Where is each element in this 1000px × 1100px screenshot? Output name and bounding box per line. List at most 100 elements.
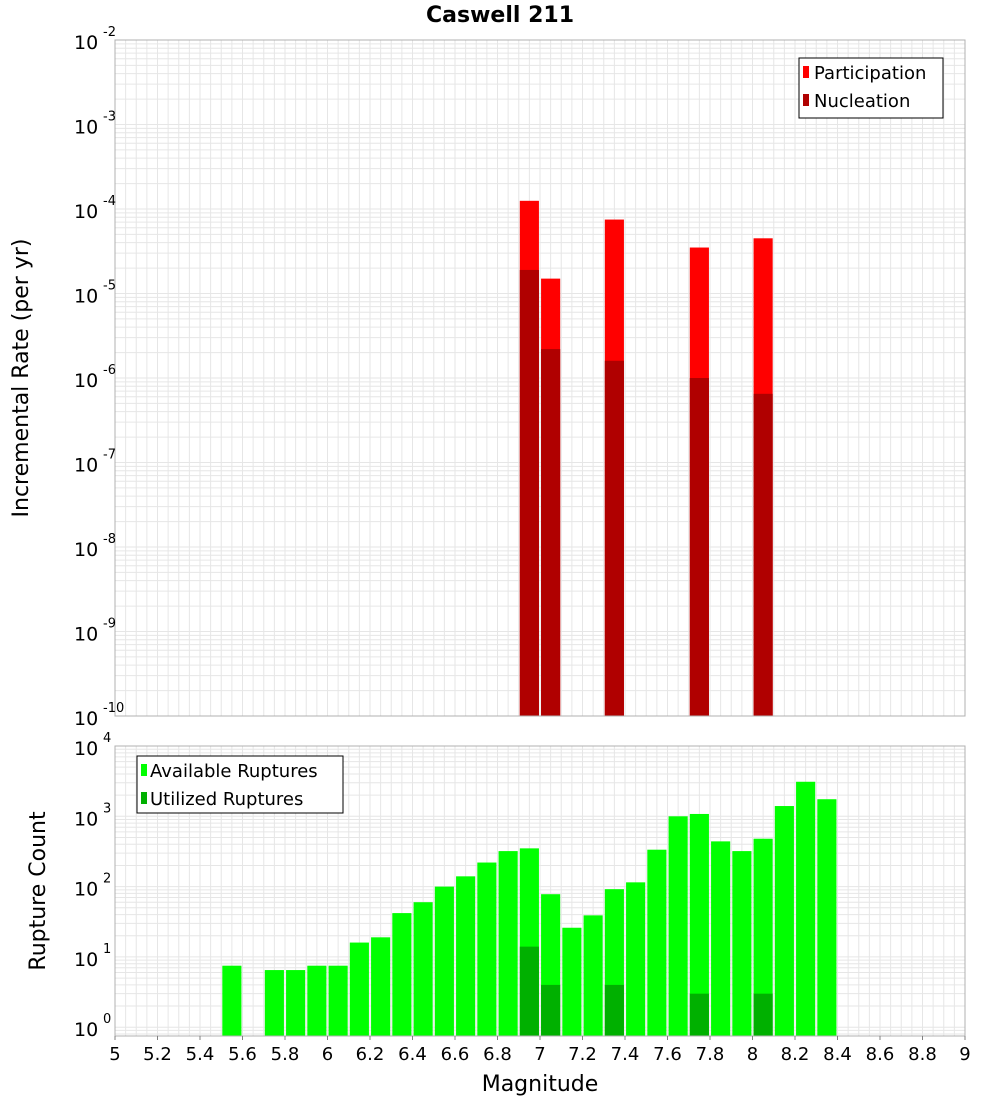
rate-plot-frame xyxy=(114,39,966,717)
x-tick-label: 5.6 xyxy=(228,1044,257,1065)
available-bars xyxy=(222,781,837,1036)
nucleation-bar xyxy=(604,360,624,716)
rate-y-tick-base: 10 xyxy=(74,370,98,392)
available-bar xyxy=(264,970,284,1036)
available-legend-label: Available Ruptures xyxy=(150,761,318,782)
available-swatch xyxy=(141,764,147,776)
x-tick-label: 8.2 xyxy=(781,1044,810,1065)
count-legend-box xyxy=(136,755,344,814)
available-bar xyxy=(711,841,731,1036)
count-y-axis-label: Rupture Count xyxy=(26,811,51,971)
x-tick-label: 5.2 xyxy=(143,1044,172,1065)
rate-y-tick-exponent: -6 xyxy=(103,363,116,378)
count-y-tick-base: 10 xyxy=(74,738,98,760)
available-bar xyxy=(456,876,476,1036)
available-bar xyxy=(562,927,582,1036)
available-bar xyxy=(668,816,688,1036)
x-tick-label: 5 xyxy=(109,1044,120,1065)
available-bar xyxy=(434,886,454,1036)
chart-title: Caswell 211 xyxy=(426,3,574,28)
available-bar xyxy=(753,838,773,1036)
rate-y-tick-exponent: -2 xyxy=(103,25,116,40)
rate-y-tick-exponent: -9 xyxy=(103,617,116,632)
count-panel: 10 0 10 1 10 2 10 3 10 4 5 5.2 5.4 5.6 5.8 6 6.2 6.4 6.6 6… xyxy=(26,731,971,1097)
rate-y-tick-base: 10 xyxy=(74,32,98,54)
count-legend: Available Ruptures Utilized Ruptures xyxy=(136,755,344,814)
x-tick-label: 5.8 xyxy=(271,1044,300,1065)
available-bar xyxy=(732,851,752,1036)
rate-y-tick-exponent: -4 xyxy=(103,194,116,209)
x-tick-label: 6.2 xyxy=(356,1044,385,1065)
rate-legend: Participation Nucleation xyxy=(798,57,944,119)
count-y-ticks: 10 0 10 1 10 2 10 3 10 4 xyxy=(74,731,111,1041)
utilized-bar xyxy=(689,993,709,1036)
nucleation-bar xyxy=(519,269,539,716)
x-tick-label: 7.2 xyxy=(568,1044,597,1065)
rate-y-tick-base: 10 xyxy=(74,201,98,223)
available-bar xyxy=(307,965,327,1036)
x-tick-label: 7.8 xyxy=(696,1044,725,1065)
available-bar xyxy=(349,942,369,1036)
rate-y-tick-base: 10 xyxy=(74,117,98,139)
utilized-swatch xyxy=(141,792,147,804)
available-bar xyxy=(689,813,709,1036)
count-y-tick-base: 10 xyxy=(74,1019,98,1041)
x-tick-label: 8.8 xyxy=(908,1044,937,1065)
nucleation-swatch xyxy=(803,94,809,106)
nucleation-bars xyxy=(519,269,773,716)
available-bar xyxy=(392,913,412,1036)
count-y-tick-base: 10 xyxy=(74,949,98,971)
rate-legend-box xyxy=(798,57,944,119)
count-y-tick-exponent: 4 xyxy=(103,731,111,746)
nucleation-bar xyxy=(753,393,773,716)
count-y-tick-exponent: 1 xyxy=(103,942,111,957)
x-tick-label: 7.4 xyxy=(611,1044,640,1065)
available-bar xyxy=(626,882,646,1036)
rate-y-tick-exponent: -10 xyxy=(103,701,124,716)
rate-y-tick-base: 10 xyxy=(74,708,98,730)
participation-legend-label: Participation xyxy=(814,63,926,84)
available-bar xyxy=(796,781,816,1036)
available-bar xyxy=(222,965,242,1036)
nucleation-legend-label: Nucleation xyxy=(814,91,910,112)
available-bar xyxy=(647,849,667,1036)
rate-y-tick-base: 10 xyxy=(74,455,98,477)
x-tick-label: 6.8 xyxy=(483,1044,512,1065)
x-tick-label: 6.6 xyxy=(441,1044,470,1065)
x-axis-label: Magnitude xyxy=(482,1072,599,1097)
rate-y-axis-label: Incremental Rate (per yr) xyxy=(9,239,34,518)
rate-y-tick-base: 10 xyxy=(74,624,98,646)
available-bar xyxy=(774,806,794,1036)
utilized-bars xyxy=(519,946,773,1036)
x-tick-label: 7.6 xyxy=(653,1044,682,1065)
utilized-bar xyxy=(604,984,624,1036)
rate-y-ticks: 10 -10 10 -9 10 -8 10 -7 10 -6 10 -5 10 -4 10 -3 10 -2 xyxy=(74,25,124,730)
participation-swatch xyxy=(803,66,809,78)
rate-y-tick-exponent: -5 xyxy=(103,279,116,294)
count-y-tick-exponent: 0 xyxy=(103,1012,111,1027)
utilized-bar xyxy=(519,946,539,1036)
count-y-tick-exponent: 2 xyxy=(103,872,111,887)
rate-grid xyxy=(114,40,966,717)
utilized-bar xyxy=(753,993,773,1036)
available-bar xyxy=(328,965,348,1036)
x-tick-label: 7 xyxy=(534,1044,545,1065)
utilized-legend-label: Utilized Ruptures xyxy=(150,789,303,810)
x-tick-label: 8.6 xyxy=(866,1044,895,1065)
x-tick-label: 8.4 xyxy=(823,1044,852,1065)
available-bar xyxy=(371,937,391,1036)
x-tick-label: 6.4 xyxy=(398,1044,427,1065)
x-tick-label: 9 xyxy=(959,1044,970,1065)
count-y-tick-base: 10 xyxy=(74,879,98,901)
available-bar xyxy=(817,799,837,1036)
rate-y-tick-exponent: -8 xyxy=(103,532,116,547)
rate-y-tick-base: 10 xyxy=(74,539,98,561)
available-bar xyxy=(286,970,306,1036)
rate-y-tick-exponent: -3 xyxy=(103,110,116,125)
utilized-bar xyxy=(541,984,561,1036)
magnitude-x-ticks: 5 5.2 5.4 5.6 5.8 6 6.2 6.4 6.6 6.8 7 7.2 7.4 7.6 7.8 8… xyxy=(109,1036,971,1065)
x-tick-label: 6 xyxy=(322,1044,333,1065)
rate-panel: 10 -10 10 -9 10 -8 10 -7 10 -6 10 -5 10 -4 10 -3 10 -2 In… xyxy=(9,25,966,730)
available-bar xyxy=(413,902,433,1036)
